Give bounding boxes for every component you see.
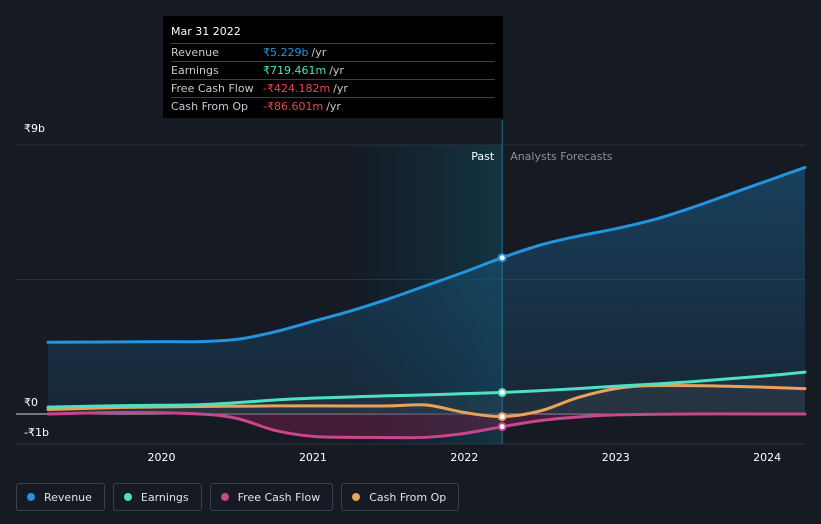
past-label: Past xyxy=(471,150,495,163)
legend-label: Cash From Op xyxy=(369,490,447,504)
revenue-dot-icon xyxy=(27,493,35,501)
free-cash-flow-line xyxy=(46,411,807,440)
x-tick-label: 2020 xyxy=(148,451,176,464)
tooltip-unit: /yr xyxy=(326,100,341,113)
tooltip-label: Cash From Op xyxy=(171,100,249,113)
y-tick-label: ₹9b xyxy=(24,122,45,135)
tooltip-value: ₹719.461m xyxy=(263,64,327,77)
tooltip-unit: /yr xyxy=(333,82,348,95)
x-tick-label: 2023 xyxy=(602,451,630,464)
tooltip-value: -₹424.182m xyxy=(263,82,331,95)
x-tick-label: 2024 xyxy=(753,451,781,464)
tooltip-row-earnings: Earnings ₹719.461m /yr xyxy=(171,61,495,79)
tooltip-value: -₹86.601m xyxy=(263,100,324,113)
tooltip-row-cash-from-op: Cash From Op -₹86.601m /yr xyxy=(171,97,495,115)
earnings-dot-icon xyxy=(123,493,132,501)
y-tick-label: -₹1b xyxy=(24,426,49,439)
cash-from-op-marker xyxy=(497,412,507,422)
free-cash-flow-marker xyxy=(497,422,507,432)
tooltip-label: Revenue xyxy=(171,46,219,59)
tooltip-value: ₹5.229b xyxy=(263,46,309,59)
tooltip-label: Earnings xyxy=(171,64,219,77)
legend-item-revenue[interactable]: Revenue xyxy=(16,483,105,511)
legend-label: Free Cash Flow xyxy=(237,490,321,504)
legend-item-earnings[interactable]: Earnings xyxy=(112,483,202,511)
legend-item-free-cash-flow[interactable]: Free Cash Flow xyxy=(209,483,334,511)
x-tick-label: 2021 xyxy=(299,451,327,464)
chart: ₹9b ₹0 -₹1b 2020 2021 2022 2023 2024 Past Analyst… xyxy=(16,120,807,464)
legend-item-cash-from-op[interactable]: Cash From Op xyxy=(341,483,460,511)
legend-label: Revenue xyxy=(44,490,92,504)
tooltip: Mar 31 2022 Revenue ₹5.229b /yr Earnings… xyxy=(163,16,503,118)
tooltip-date: Mar 31 2022 xyxy=(171,25,241,38)
tooltip-unit: /yr xyxy=(311,46,327,59)
earnings-marker xyxy=(497,388,507,398)
earnings-line xyxy=(46,370,807,409)
legend-label: Earnings xyxy=(140,490,189,504)
tooltip-unit: /yr xyxy=(329,64,344,77)
free-cash-flow-dot-icon xyxy=(220,493,229,501)
tooltip-label: Free Cash Flow xyxy=(171,82,254,95)
revenue-line xyxy=(46,165,807,344)
cash-from-op-dot-icon xyxy=(352,493,361,501)
forecast-label: Analysts Forecasts xyxy=(510,150,613,163)
y-tick-label: ₹0 xyxy=(24,396,38,409)
revenue-marker xyxy=(497,253,507,263)
legend: Revenue Earnings Free Cash Flow Cash Fro… xyxy=(16,483,460,511)
tooltip-row-revenue: Revenue ₹5.229b /yr xyxy=(171,43,495,61)
free-cash-flow-area xyxy=(48,412,805,438)
tooltip-row-free-cash-flow: Free Cash Flow -₹424.182m /yr xyxy=(171,79,495,97)
x-tick-label: 2022 xyxy=(450,451,478,464)
cash-from-op-area xyxy=(48,385,805,417)
